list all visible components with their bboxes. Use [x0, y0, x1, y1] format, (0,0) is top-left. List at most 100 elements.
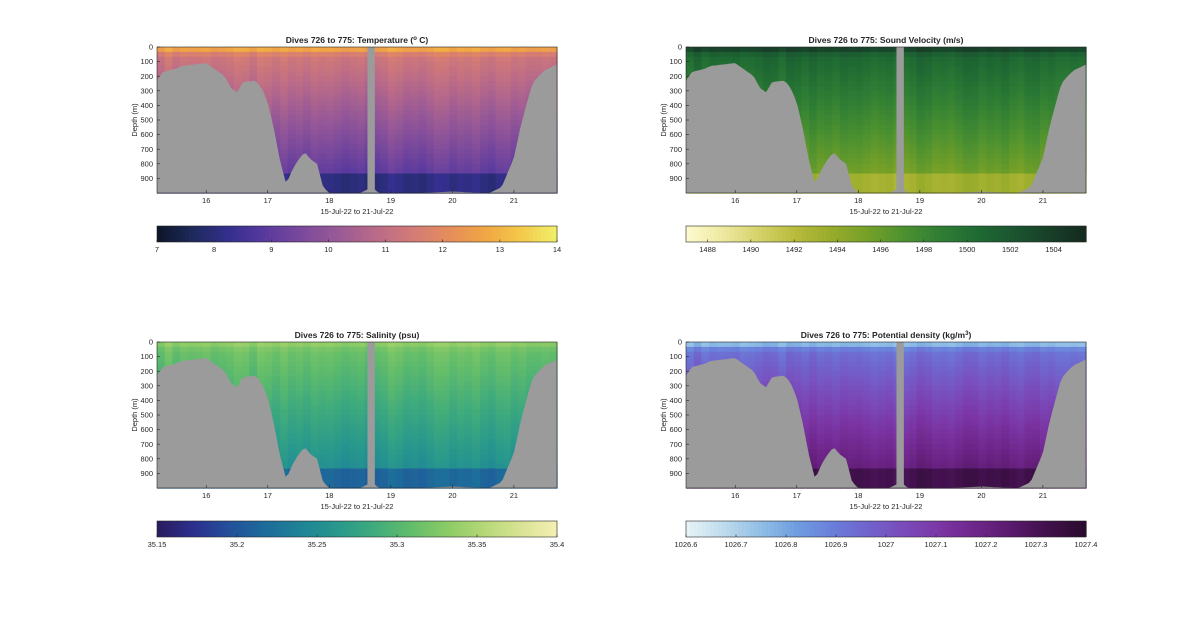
heatmap-cell	[762, 51, 772, 58]
heatmap-cell	[333, 361, 343, 367]
heatmap-cell	[839, 90, 849, 97]
heatmap-cell	[962, 154, 972, 160]
heatmap-cell	[403, 366, 412, 372]
heatmap-cell	[441, 458, 450, 465]
heatmap-cell	[441, 415, 450, 421]
heatmap-cell	[472, 405, 481, 411]
heatmap-cell	[441, 405, 450, 411]
heatmap-cell	[418, 81, 427, 87]
heatmap-cell	[526, 51, 535, 58]
heatmap-cell	[986, 56, 995, 63]
heatmap-cell	[1047, 51, 1056, 58]
heatmap-cell	[357, 85, 366, 92]
heatmap-cell	[778, 47, 787, 53]
heatmap-cell	[403, 144, 412, 150]
heatmap-cell	[287, 56, 297, 63]
heatmap-cell	[341, 183, 350, 189]
heatmap-cell	[457, 424, 466, 431]
heatmap-cell	[986, 47, 995, 53]
heatmap-cell	[970, 47, 979, 53]
heatmap-cell	[280, 168, 289, 175]
heatmap-cell	[510, 342, 520, 348]
heatmap-cell	[303, 439, 312, 445]
heatmap-cell	[318, 376, 327, 382]
heatmap-cell	[403, 168, 412, 175]
heatmap-cell	[924, 85, 933, 92]
heatmap-cell	[287, 95, 297, 102]
heatmap-cell	[426, 405, 435, 411]
heatmap-cell	[310, 81, 320, 87]
heatmap-cell	[241, 71, 250, 77]
heatmap-cell	[924, 76, 933, 82]
colorbar-segment	[409, 226, 414, 242]
heatmap-cell	[264, 385, 273, 392]
colorbar-segment	[281, 226, 286, 242]
heatmap-cell	[280, 105, 289, 111]
heatmap-cell	[380, 405, 389, 411]
heatmap-cell	[349, 158, 358, 165]
heatmap-cell	[978, 61, 987, 68]
heatmap-cell	[487, 158, 497, 165]
heatmap-cell	[1016, 66, 1026, 72]
heatmap-cell	[295, 429, 304, 436]
heatmap-cell	[295, 81, 304, 87]
heatmap-cell	[526, 47, 535, 53]
heatmap-cell	[441, 439, 450, 445]
heatmap-cell	[862, 47, 872, 53]
heatmap-cell	[480, 385, 489, 392]
heatmap-cell	[395, 61, 404, 68]
heatmap-cell	[287, 120, 297, 126]
heatmap-cell	[264, 351, 273, 358]
heatmap-cell	[824, 100, 833, 106]
heatmap-cell	[1024, 47, 1033, 53]
colorbar-segment	[802, 226, 807, 242]
heatmap-cell	[878, 61, 887, 68]
heatmap-cell	[824, 149, 833, 155]
heatmap-cell	[480, 51, 489, 58]
colorbar-segment	[746, 226, 751, 242]
heatmap-cell	[418, 183, 427, 189]
heatmap-cell	[433, 183, 443, 189]
heatmap-cell	[226, 356, 235, 363]
heatmap-cell	[410, 468, 420, 474]
y-tick-label: 400	[140, 101, 153, 110]
heatmap-cell	[809, 168, 818, 175]
heatmap-cell	[472, 76, 481, 82]
heatmap-cell	[480, 173, 489, 179]
heatmap-cell	[387, 154, 397, 160]
heatmap-cell	[387, 124, 397, 131]
heatmap-cell	[862, 76, 872, 82]
heatmap-cell	[318, 56, 327, 63]
heatmap-cell	[526, 56, 535, 63]
heatmap-cell	[441, 81, 450, 87]
heatmap-cell	[801, 71, 810, 77]
heatmap-cell	[403, 376, 412, 382]
heatmap-cell	[395, 478, 404, 484]
heatmap-cell	[326, 395, 335, 401]
heatmap-cell	[326, 149, 335, 155]
heatmap-cell	[1009, 139, 1018, 145]
heatmap-cell	[962, 168, 972, 175]
heatmap-cell	[403, 385, 412, 392]
heatmap-cell	[433, 110, 443, 116]
heatmap-cell	[272, 400, 281, 406]
heatmap-cell	[932, 139, 941, 145]
x-tick-label: 18	[854, 196, 862, 205]
heatmap-cell	[739, 56, 749, 63]
heatmap-cell	[357, 163, 366, 170]
heatmap-cell	[464, 366, 473, 372]
heatmap-cell	[1032, 115, 1041, 121]
heatmap-cell	[280, 173, 289, 179]
heatmap-cell	[801, 110, 810, 116]
heatmap-cell	[824, 95, 833, 102]
heatmap-cell	[257, 371, 266, 377]
heatmap-cell	[395, 371, 404, 377]
colorbar-segment	[910, 226, 915, 242]
heatmap-cell	[180, 351, 189, 358]
heatmap-cell	[403, 371, 412, 377]
heatmap-cell	[916, 168, 926, 175]
colorbar-segment	[806, 226, 811, 242]
heatmap-cell	[387, 419, 397, 426]
heatmap-cell	[341, 478, 350, 484]
heatmap-cell	[1024, 81, 1033, 87]
